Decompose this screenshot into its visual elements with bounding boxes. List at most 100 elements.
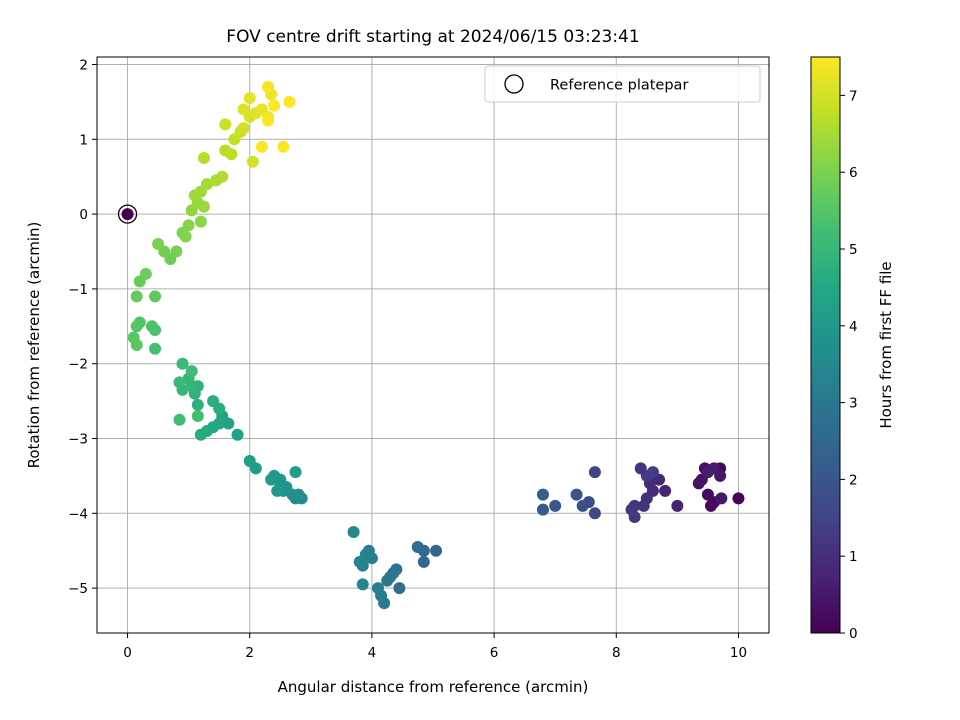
data-point [381, 574, 394, 587]
data-point [194, 428, 207, 441]
data-point [219, 118, 232, 131]
data-point [671, 499, 684, 512]
data-point [152, 238, 165, 251]
data-point [701, 488, 714, 501]
y-tick-label: 0 [79, 207, 88, 223]
colorbar-tick-label: 0 [849, 626, 858, 642]
plot-frame [96, 56, 770, 634]
legend: Reference platepar [484, 65, 761, 103]
y-tick-label: 1 [79, 132, 88, 148]
colorbar-tick-label: 4 [849, 319, 858, 335]
data-point [262, 114, 275, 127]
x-tick-label: 6 [490, 645, 499, 661]
colorbar-tick-label: 7 [849, 88, 858, 104]
data-points [127, 80, 745, 610]
data-point [145, 320, 158, 333]
colorbar-label: Hours from first FF file [877, 261, 895, 428]
data-point [262, 80, 275, 93]
data-point [173, 413, 186, 426]
data-point [268, 99, 281, 112]
colorbar-gradient [810, 56, 841, 634]
legend-box [484, 65, 761, 103]
data-point [411, 540, 424, 553]
y-tick-label: −1 [68, 282, 88, 298]
data-point [356, 578, 369, 591]
data-point [637, 499, 650, 512]
data-point [194, 215, 207, 228]
data-point [570, 488, 583, 501]
data-point [246, 155, 259, 168]
colorbar: 0 1 2 3 4 5 6 7 Hours from first FF file [810, 56, 895, 642]
data-point [170, 245, 183, 258]
y-axis-ticks: −5 −4 −3 −2 −1 0 1 2 [68, 57, 97, 597]
data-point [692, 477, 705, 490]
data-point [271, 484, 284, 497]
data-point [588, 466, 601, 479]
data-point [191, 410, 204, 423]
data-point [289, 466, 302, 479]
colorbar-tick-label: 1 [849, 549, 858, 565]
y-tick-label: −2 [68, 357, 88, 373]
data-point [197, 200, 210, 213]
data-point [149, 290, 162, 303]
legend-label: Reference platepar [550, 78, 688, 94]
data-point [139, 267, 152, 280]
data-point [353, 555, 366, 568]
data-point [265, 473, 278, 486]
data-point [536, 488, 549, 501]
data-point [277, 140, 290, 153]
x-tick-label: 10 [730, 645, 747, 661]
y-tick-label: −3 [68, 432, 88, 448]
data-point [393, 582, 406, 595]
data-point [588, 507, 601, 520]
data-point [243, 454, 256, 467]
data-point [576, 499, 589, 512]
data-point [417, 555, 430, 568]
data-point [659, 484, 672, 497]
x-axis-ticks: 0 2 4 6 8 10 [123, 633, 747, 661]
data-point [130, 339, 143, 351]
x-axis-label: Angular distance from reference (arcmin) [278, 678, 589, 696]
data-point [704, 499, 717, 512]
x-tick-label: 8 [612, 645, 621, 661]
legend-marker-icon [504, 74, 524, 94]
data-point [182, 219, 195, 232]
data-point [732, 492, 745, 505]
data-point [701, 466, 714, 479]
chart-title: FOV centre drift starting at 2024/06/15 … [226, 27, 639, 47]
data-point [197, 151, 210, 164]
x-tick-label: 0 [123, 645, 132, 661]
data-point [173, 376, 186, 389]
data-point [243, 92, 256, 105]
reference-ring [117, 204, 138, 224]
data-point [200, 178, 213, 191]
y-tick-label: −4 [68, 506, 88, 522]
x-tick-label: 2 [245, 645, 254, 661]
data-point [549, 499, 562, 512]
colorbar-tick-label: 3 [849, 396, 858, 412]
data-point [347, 526, 360, 539]
colorbar-tick-label: 5 [849, 242, 858, 258]
data-point [628, 511, 641, 524]
data-point [191, 398, 204, 411]
data-point [430, 544, 443, 557]
colorbar-ticks: 0 1 2 3 4 5 6 7 [840, 88, 858, 642]
data-point [255, 140, 268, 153]
data-point [130, 290, 143, 303]
data-point [372, 582, 385, 595]
grid-lines [97, 57, 769, 633]
data-point [176, 357, 189, 370]
data-point [237, 122, 250, 135]
data-point [130, 320, 143, 333]
data-point [149, 342, 162, 355]
y-tick-label: 2 [79, 57, 88, 73]
data-point [231, 428, 244, 441]
data-point [216, 170, 229, 183]
y-axis-label: Rotation from reference (arcmin) [25, 222, 43, 469]
colorbar-tick-label: 2 [849, 472, 858, 488]
data-point [225, 148, 238, 161]
reference-point [121, 208, 134, 221]
data-point [185, 365, 198, 378]
data-point [646, 466, 659, 479]
